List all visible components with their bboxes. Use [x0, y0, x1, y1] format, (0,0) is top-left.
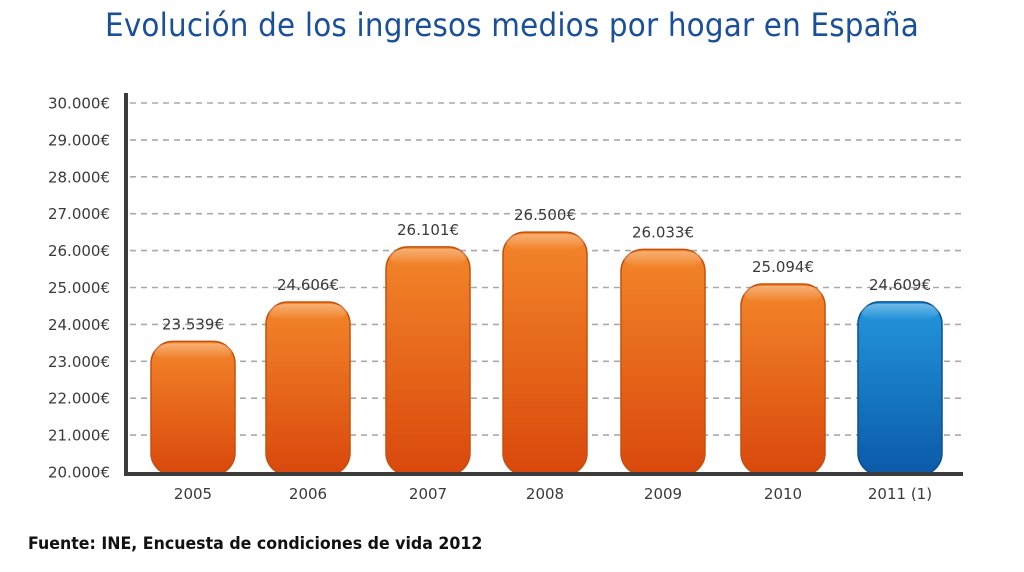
bar-2006: [265, 301, 351, 476]
x-tick-label: 2009: [644, 485, 682, 503]
data-label: 23.539€: [162, 315, 224, 333]
bar-gloss: [861, 303, 939, 320]
x-tick-label: 2005: [174, 485, 212, 503]
bar-2011-1: [857, 301, 943, 476]
data-label: 26.033€: [632, 223, 694, 241]
bar: [857, 301, 943, 476]
x-tick-label: 2007: [409, 485, 447, 503]
y-tick-label: 24.000€: [48, 316, 110, 334]
y-tick-label: 21.000€: [48, 427, 110, 445]
bar-gloss: [269, 304, 347, 321]
chart-title: Evolución de los ingresos medios por hog…: [105, 6, 919, 44]
bar: [265, 301, 351, 476]
y-axis-ticks: 20.000€ 21.000€ 22.000€ 23.000€ 24.000€ 25.00…: [48, 95, 110, 482]
bar-2010: [740, 283, 826, 476]
y-tick-label: 29.000€: [48, 131, 110, 149]
bar-2005: [150, 340, 236, 476]
bar: [502, 231, 588, 476]
y-tick-label: 28.000€: [48, 168, 110, 186]
bar-gloss: [744, 286, 822, 303]
y-tick-label: 20.000€: [48, 464, 110, 482]
bar: [150, 340, 236, 476]
bar-gloss: [154, 343, 232, 360]
data-labels: 23.539€ 24.606€ 26.101€ 26.500€ 26.033€ 25.09…: [162, 206, 931, 333]
data-label: 24.606€: [277, 276, 339, 294]
data-label: 24.609€: [869, 276, 931, 294]
y-tick-label: 30.000€: [48, 95, 110, 113]
bar-gloss: [624, 251, 702, 268]
data-label: 26.500€: [514, 206, 576, 224]
axes: [124, 93, 963, 476]
x-tick-label: 2008: [526, 485, 564, 503]
y-tick-label: 27.000€: [48, 205, 110, 223]
bar: [740, 283, 826, 476]
y-tick-label: 22.000€: [48, 390, 110, 408]
bar-2007: [385, 246, 471, 476]
bar-2009: [620, 248, 706, 476]
bar-2008: [502, 231, 588, 476]
bar-gloss: [389, 248, 467, 265]
x-axis-ticks: 2005 2006 2007 2008 2009 2010 2011 (1): [174, 485, 932, 503]
x-tick-label: 2011 (1): [868, 485, 932, 503]
y-tick-label: 26.000€: [48, 242, 110, 260]
bar: [620, 248, 706, 476]
data-label: 25.094€: [752, 258, 814, 276]
x-tick-label: 2006: [289, 485, 327, 503]
bar-gloss: [506, 234, 584, 251]
y-tick-label: 23.000€: [48, 353, 110, 371]
data-label: 26.101€: [397, 221, 459, 239]
bar: [385, 246, 471, 476]
y-tick-label: 25.000€: [48, 279, 110, 297]
source-note: Fuente: INE, Encuesta de condiciones de …: [28, 534, 483, 554]
bars: [150, 231, 943, 476]
x-tick-label: 2010: [764, 485, 802, 503]
